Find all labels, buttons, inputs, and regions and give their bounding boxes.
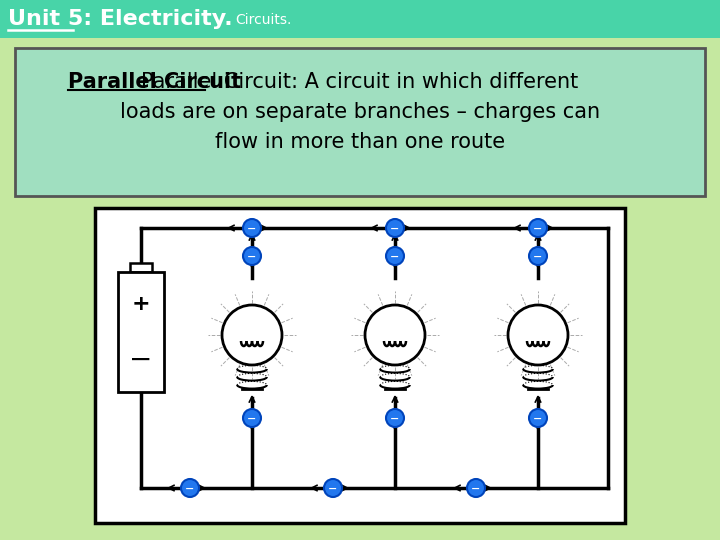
Text: −: − xyxy=(130,346,153,374)
Text: −: − xyxy=(534,224,543,234)
Circle shape xyxy=(386,409,404,427)
Bar xyxy=(0,0,720,38)
Text: flow in more than one route: flow in more than one route xyxy=(215,132,505,152)
Circle shape xyxy=(181,479,199,497)
Circle shape xyxy=(508,305,568,365)
Text: Parallel Circuit: Parallel Circuit xyxy=(68,72,241,92)
Text: −: − xyxy=(534,414,543,424)
Text: −: − xyxy=(534,252,543,262)
Circle shape xyxy=(467,479,485,497)
Circle shape xyxy=(386,219,404,237)
Bar xyxy=(15,48,705,196)
Text: Circuits.: Circuits. xyxy=(235,13,292,27)
Circle shape xyxy=(529,247,547,265)
Circle shape xyxy=(529,409,547,427)
Text: loads are on separate branches – charges can: loads are on separate branches – charges… xyxy=(120,102,600,122)
Text: Unit 5: Electricity.: Unit 5: Electricity. xyxy=(8,9,233,29)
Text: −: − xyxy=(328,484,338,494)
Circle shape xyxy=(243,219,261,237)
Text: −: − xyxy=(472,484,481,494)
Bar xyxy=(118,272,164,392)
Circle shape xyxy=(365,305,425,365)
Circle shape xyxy=(529,219,547,237)
Bar xyxy=(130,263,152,272)
Text: +: + xyxy=(132,294,150,314)
Circle shape xyxy=(222,305,282,365)
Circle shape xyxy=(243,409,261,427)
Circle shape xyxy=(386,247,404,265)
Text: −: − xyxy=(390,414,400,424)
Bar xyxy=(95,208,625,523)
Circle shape xyxy=(324,479,342,497)
Text: −: − xyxy=(185,484,194,494)
Text: Parallel Circuit: A circuit in which different: Parallel Circuit: A circuit in which dif… xyxy=(141,72,579,92)
Circle shape xyxy=(243,247,261,265)
Text: −: − xyxy=(247,414,257,424)
Text: −: − xyxy=(247,224,257,234)
Text: −: − xyxy=(247,252,257,262)
Text: −: − xyxy=(390,224,400,234)
Text: −: − xyxy=(390,252,400,262)
